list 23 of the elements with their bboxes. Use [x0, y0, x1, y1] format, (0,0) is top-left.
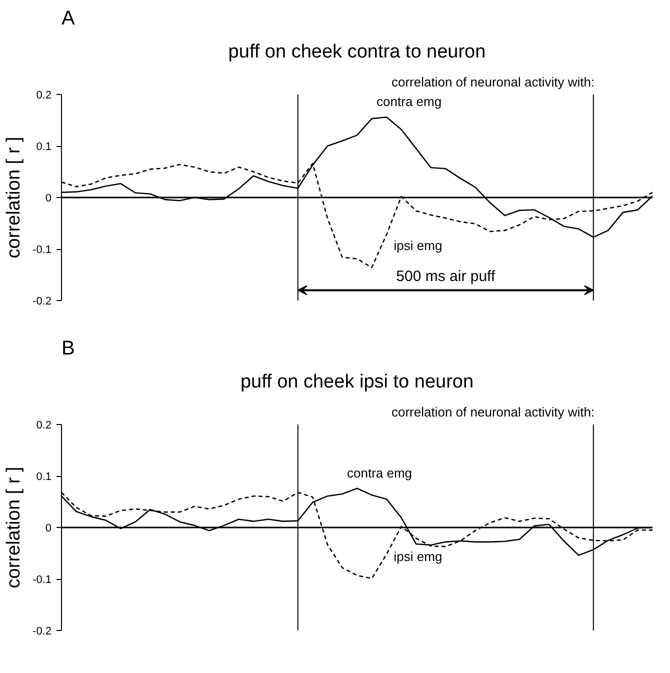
- chart-title: puff on cheek contra to neuron: [228, 42, 486, 62]
- series-label: ipsi emg: [394, 548, 442, 564]
- y-tick-label: 0: [45, 522, 52, 534]
- text: correlation of neuronal activity with:: [392, 404, 595, 420]
- y-tick-label: 0.2: [36, 90, 52, 102]
- annotation: 500 ms air puff: [396, 268, 496, 286]
- y-axis-title: correlation [ r ]: [4, 136, 25, 258]
- y-tick-label: -0.1: [32, 574, 52, 586]
- y-tick-label: 0.2: [36, 420, 52, 432]
- series-label: ipsi emg: [394, 238, 442, 254]
- y-axis-title: correlation [ r ]: [4, 466, 25, 588]
- text: correlation of neuronal activity with:: [392, 74, 595, 90]
- y-tick-label: -0.2: [32, 626, 52, 638]
- y-tick-label: 0.1: [36, 141, 52, 153]
- series-label: contra emg: [347, 465, 412, 480]
- y-tick-label: -0.1: [32, 244, 52, 256]
- y-tick-label: -0.2: [32, 296, 52, 308]
- series-label: contra emg: [376, 94, 442, 110]
- y-tick-label: 0.1: [36, 471, 52, 483]
- chart-title: puff on cheek ipsi to neuron: [240, 372, 474, 392]
- text: A: [62, 8, 76, 30]
- y-tick-label: 0: [45, 192, 52, 204]
- text: B: [62, 338, 75, 360]
